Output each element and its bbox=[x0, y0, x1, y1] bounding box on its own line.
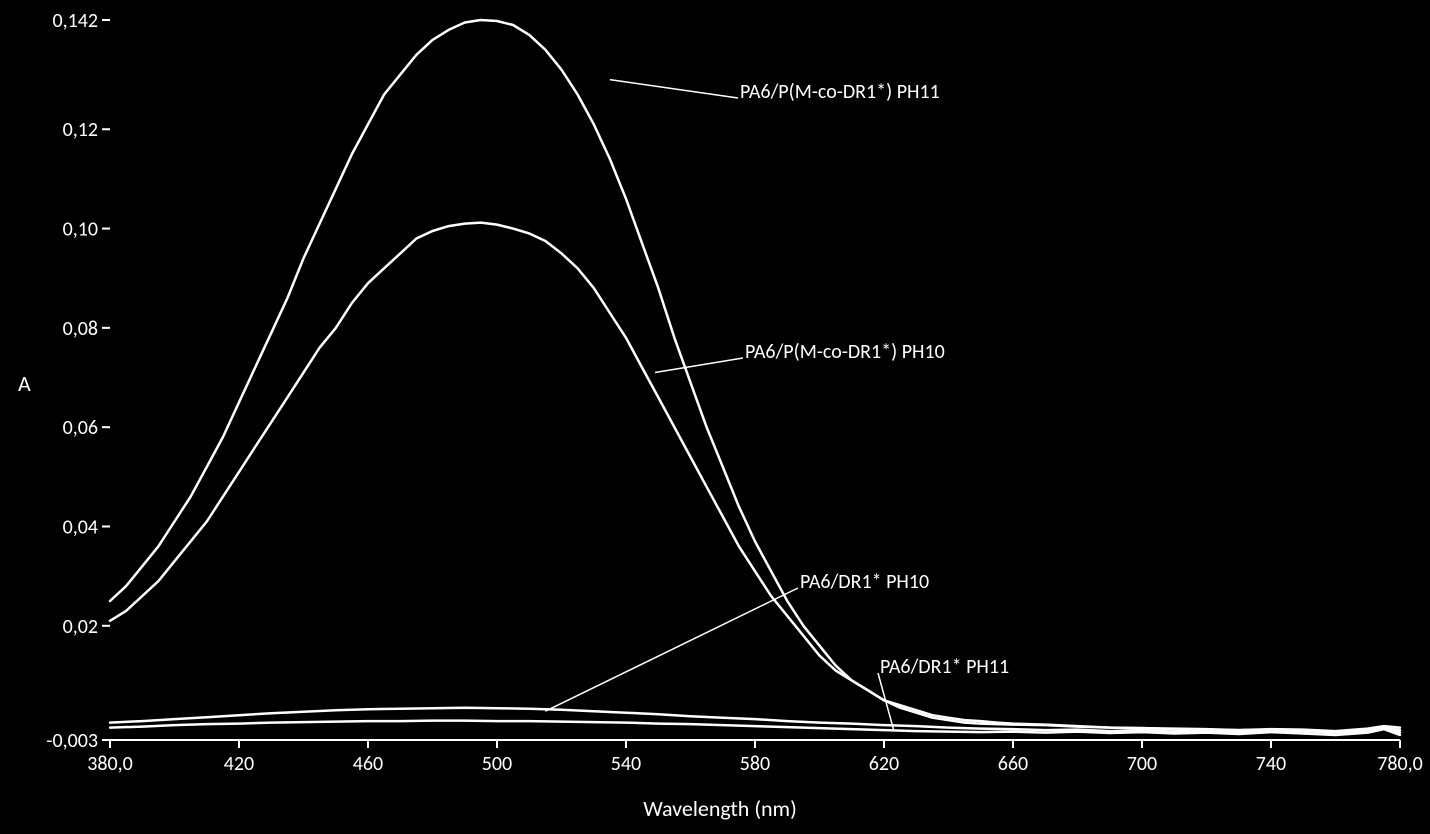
svg-text:740: 740 bbox=[1256, 752, 1286, 776]
svg-text:0,06: 0,06 bbox=[63, 416, 98, 440]
svg-text:580: 580 bbox=[740, 752, 770, 776]
y-axis-label: A bbox=[18, 370, 31, 397]
svg-text:420: 420 bbox=[224, 752, 254, 776]
series-label-ph10-dr1: PA6/DR1* PH10 bbox=[800, 570, 929, 594]
svg-text:780,0: 780,0 bbox=[1377, 752, 1423, 776]
svg-text:700: 700 bbox=[1127, 752, 1157, 776]
svg-text:-0,003: -0,003 bbox=[46, 729, 98, 753]
svg-text:540: 540 bbox=[611, 752, 641, 776]
svg-text:660: 660 bbox=[998, 752, 1028, 776]
svg-text:0,12: 0,12 bbox=[63, 118, 98, 142]
x-axis-label: Wavelength (nm) bbox=[620, 795, 820, 822]
svg-text:0,10: 0,10 bbox=[63, 218, 98, 242]
svg-text:500: 500 bbox=[482, 752, 512, 776]
series-label-ph11-dr1: PA6/DR1* PH11 bbox=[880, 655, 1009, 679]
svg-text:0,142: 0,142 bbox=[52, 9, 98, 33]
absorbance-chart: 380,0 420 460 500 540 580 620 660 700 740 780,0 -0,… bbox=[0, 0, 1430, 834]
series-label-ph10-copolymer: PA6/P(M-co-DR1*) PH10 bbox=[745, 340, 945, 364]
svg-text:0,08: 0,08 bbox=[63, 317, 98, 341]
chart-canvas: 380,0 420 460 500 540 580 620 660 700 740 780,0 -0,… bbox=[0, 0, 1430, 834]
svg-text:380,0: 380,0 bbox=[87, 752, 133, 776]
series-label-ph11-copolymer: PA6/P(M-co-DR1*) PH11 bbox=[740, 80, 940, 104]
svg-text:620: 620 bbox=[869, 752, 899, 776]
svg-text:0,04: 0,04 bbox=[63, 515, 98, 539]
svg-text:0,02: 0,02 bbox=[63, 615, 98, 639]
svg-text:460: 460 bbox=[353, 752, 383, 776]
